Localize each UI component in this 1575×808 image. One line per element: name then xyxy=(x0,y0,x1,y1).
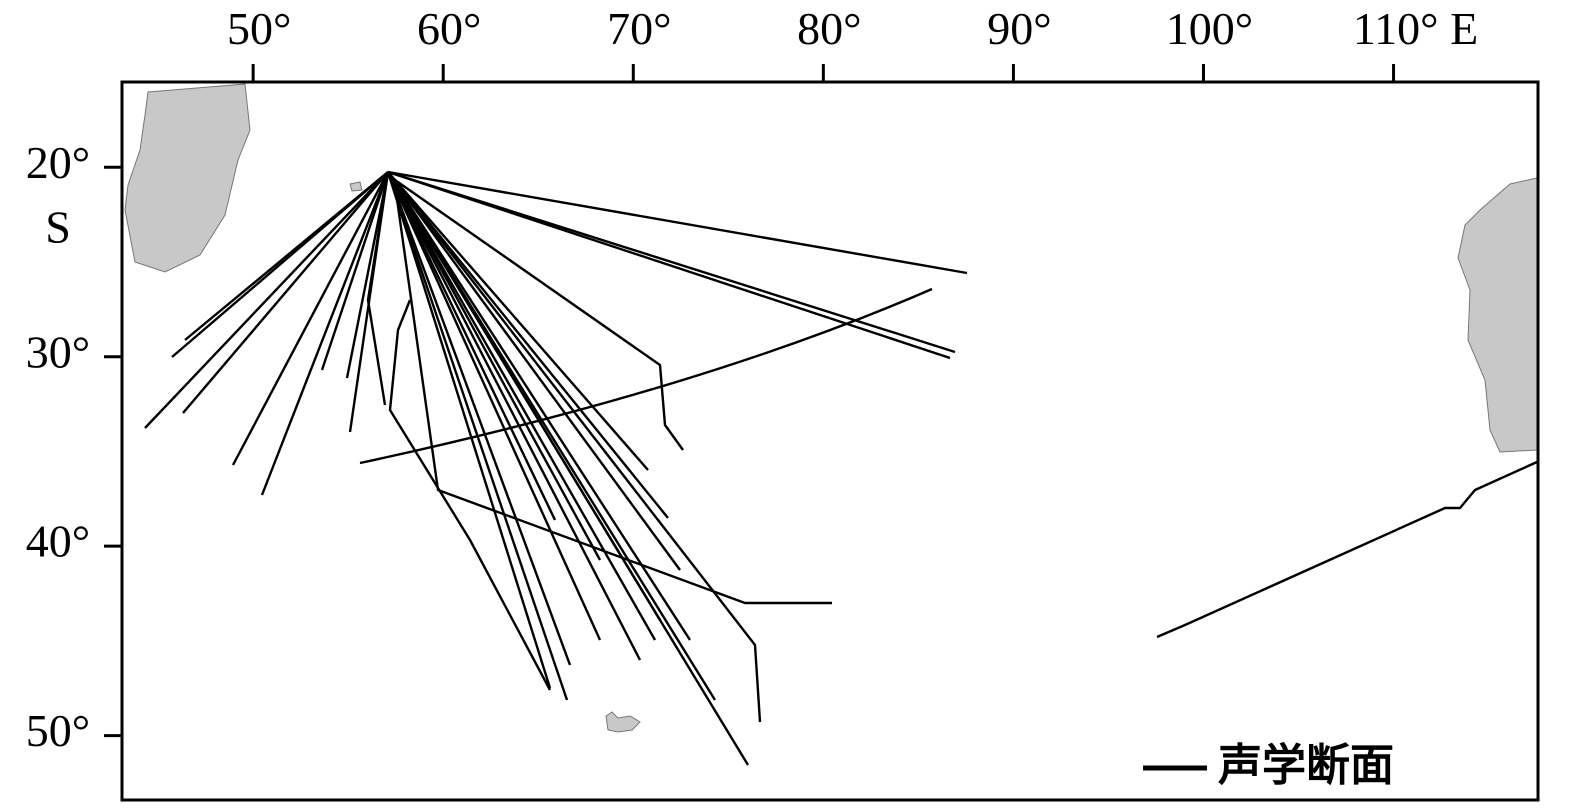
hemisphere-label: S xyxy=(45,202,71,253)
x-tick-label: 90° xyxy=(987,3,1051,54)
x-tick-label: 80° xyxy=(797,3,861,54)
y-tick-label: 40° xyxy=(26,516,90,567)
land xyxy=(124,83,1538,733)
x-tick-label: 110° E xyxy=(1353,3,1478,54)
x-tick-label: 100° xyxy=(1166,3,1253,54)
frame xyxy=(120,80,1540,802)
legend-label: 声学断面 xyxy=(1218,740,1394,791)
y-tick-label: 30° xyxy=(26,326,90,377)
tracks xyxy=(144,170,1538,766)
y-tick-label: 20° xyxy=(26,137,90,188)
x-tick-label: 70° xyxy=(607,3,671,54)
x-tick-label: 60° xyxy=(417,3,481,54)
x-tick-label: 50° xyxy=(227,3,291,54)
y-tick-label: 50° xyxy=(26,705,90,756)
